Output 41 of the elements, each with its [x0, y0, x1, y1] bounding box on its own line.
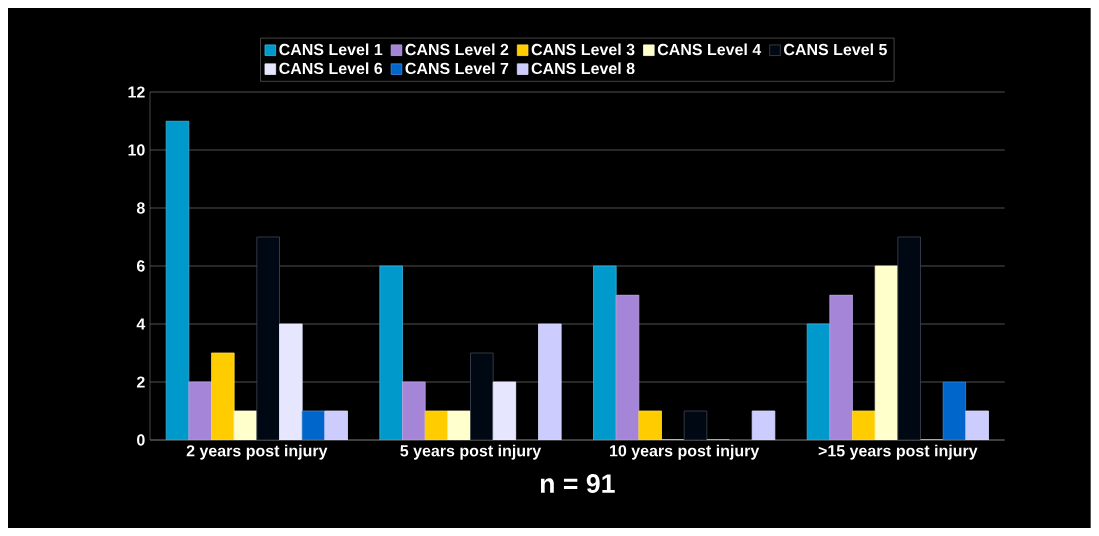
x-tick-label: >15 years post injury — [818, 444, 978, 460]
bar — [402, 381, 426, 440]
bar — [829, 294, 853, 440]
bar — [874, 265, 899, 440]
bar — [965, 410, 989, 440]
bar — [211, 352, 235, 440]
x-axis-title: n = 91 — [540, 474, 615, 493]
bar — [897, 236, 921, 440]
legend-label: CANS Level 4 — [657, 43, 762, 56]
bar — [188, 381, 212, 440]
legend-label: CANS Level 7 — [405, 62, 509, 75]
bar — [638, 410, 662, 440]
legend-label: CANS Level 1 — [279, 43, 383, 56]
x-tick-label: 5 years post injury — [400, 444, 542, 460]
y-tick-label: 2 — [136, 376, 145, 388]
y-tick-label: 0 — [137, 434, 145, 446]
legend-label: CANS Level 6 — [279, 62, 383, 75]
bar — [324, 410, 348, 440]
bar — [538, 323, 562, 440]
bar — [165, 120, 190, 440]
bar — [470, 352, 494, 440]
y-tick-label: 8 — [136, 202, 145, 214]
bar — [852, 410, 876, 440]
y-tick-label: 4 — [136, 318, 146, 330]
y-tick-label: 6 — [136, 260, 145, 272]
legend-label: CANS Level 2 — [405, 43, 509, 56]
bar — [615, 294, 640, 440]
bar — [301, 410, 326, 440]
x-tick-label: 2 years post injury — [186, 444, 328, 460]
y-tick-label: 12 — [128, 86, 145, 98]
y-tick-label: 10 — [128, 144, 145, 156]
legend-label: CANS Level 8 — [531, 62, 635, 75]
bar — [256, 236, 280, 440]
legend-label: CANS Level 3 — [531, 43, 635, 56]
bar — [942, 381, 967, 440]
bar — [379, 265, 403, 440]
bar — [447, 410, 471, 440]
legend-label: CANS Level 5 — [784, 43, 887, 56]
bar — [806, 323, 831, 440]
bar — [593, 265, 617, 440]
x-tick-label: 10 years post injury — [610, 444, 760, 460]
